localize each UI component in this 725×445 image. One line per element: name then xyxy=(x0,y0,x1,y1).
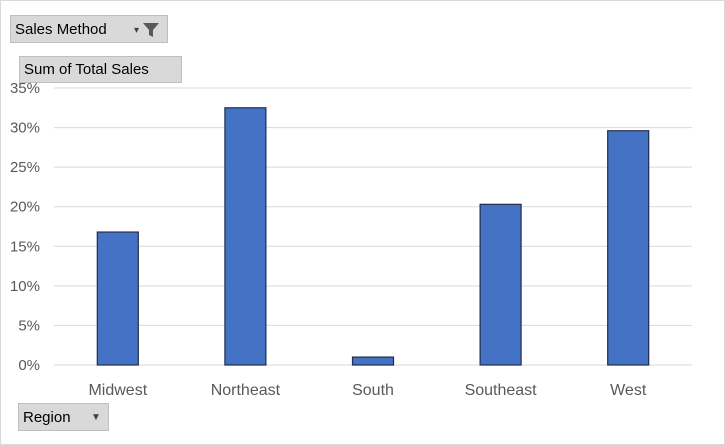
y-tick-label: 25% xyxy=(10,159,40,176)
y-tick-label: 0% xyxy=(18,357,40,374)
y-tick-label: 5% xyxy=(18,317,40,334)
region-axis-button[interactable]: Region ▼ xyxy=(18,403,109,431)
value-field-label: Sum of Total Sales xyxy=(24,61,149,78)
dropdown-arrow-icon[interactable]: ▼ xyxy=(91,412,101,423)
bar xyxy=(607,130,650,366)
bar xyxy=(96,231,139,366)
x-tick-label: West xyxy=(610,382,647,399)
bar xyxy=(224,107,267,366)
y-tick-label: 30% xyxy=(10,120,40,137)
sales-method-label: Sales Method xyxy=(15,20,107,38)
sum-of-total-sales-button[interactable]: Sum of Total Sales xyxy=(19,56,182,83)
bar xyxy=(479,203,522,366)
x-tick-label: Southeast xyxy=(465,382,538,399)
bar xyxy=(351,356,395,366)
funnel-icon[interactable] xyxy=(142,21,160,39)
y-tick-label: 10% xyxy=(10,278,40,295)
y-tick-label: 35% xyxy=(10,80,40,97)
x-tick-label: South xyxy=(352,382,394,399)
y-tick-label: 20% xyxy=(10,199,40,216)
dropdown-arrow-icon[interactable]: ▾ xyxy=(134,25,140,36)
x-tick-label: Midwest xyxy=(88,382,147,399)
y-tick-label: 15% xyxy=(10,238,40,255)
x-tick-label: Northeast xyxy=(211,382,281,399)
region-label: Region xyxy=(23,408,71,426)
sales-method-filter-button[interactable]: Sales Method ▾ xyxy=(10,15,168,43)
